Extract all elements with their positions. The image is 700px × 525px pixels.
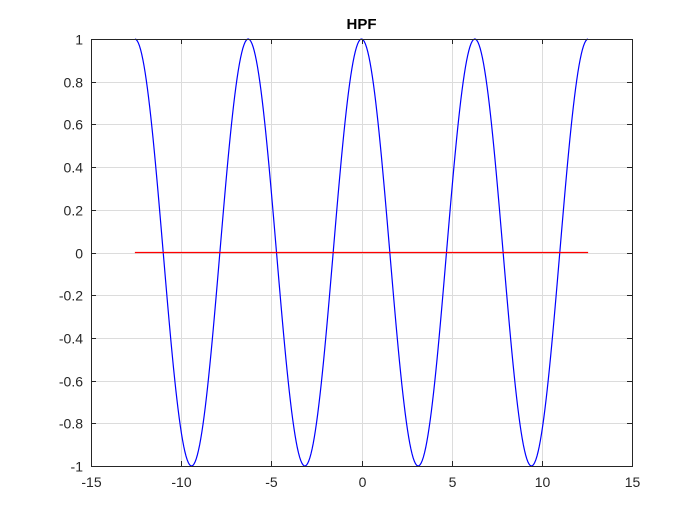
x-tick-label: 5	[449, 474, 457, 490]
ticks	[91, 39, 633, 467]
y-tick-label: 0.6	[64, 117, 84, 133]
y-tick-label: 0	[75, 246, 83, 262]
y-tick-labels: -1 -0.8 -0.6 -0.4 -0.2 0 0.2 0.4 0.6 0.8 1	[59, 32, 83, 475]
x-tick-label: 0	[359, 474, 367, 490]
x-tick-label: 15	[625, 474, 641, 490]
y-tick-label: -0.8	[59, 416, 83, 432]
x-tick-label: -15	[81, 474, 101, 490]
y-tick-label: -0.4	[59, 331, 83, 347]
grid	[91, 39, 632, 466]
y-tick-label: 0.8	[64, 75, 84, 91]
y-tick-label: 0.2	[64, 203, 84, 219]
y-tick-label: -1	[71, 459, 84, 475]
chart-title: HPF	[347, 16, 377, 33]
y-tick-label: -0.2	[59, 288, 83, 304]
y-tick-label: -0.6	[59, 374, 83, 390]
x-tick-label: -5	[265, 474, 278, 490]
y-tick-label: 1	[75, 32, 83, 48]
x-tick-labels: -15 -10 -5 0 5 10 15	[81, 474, 640, 490]
x-tick-label: 10	[535, 474, 551, 490]
y-tick-label: 0.4	[64, 160, 84, 176]
x-tick-label: -10	[171, 474, 191, 490]
